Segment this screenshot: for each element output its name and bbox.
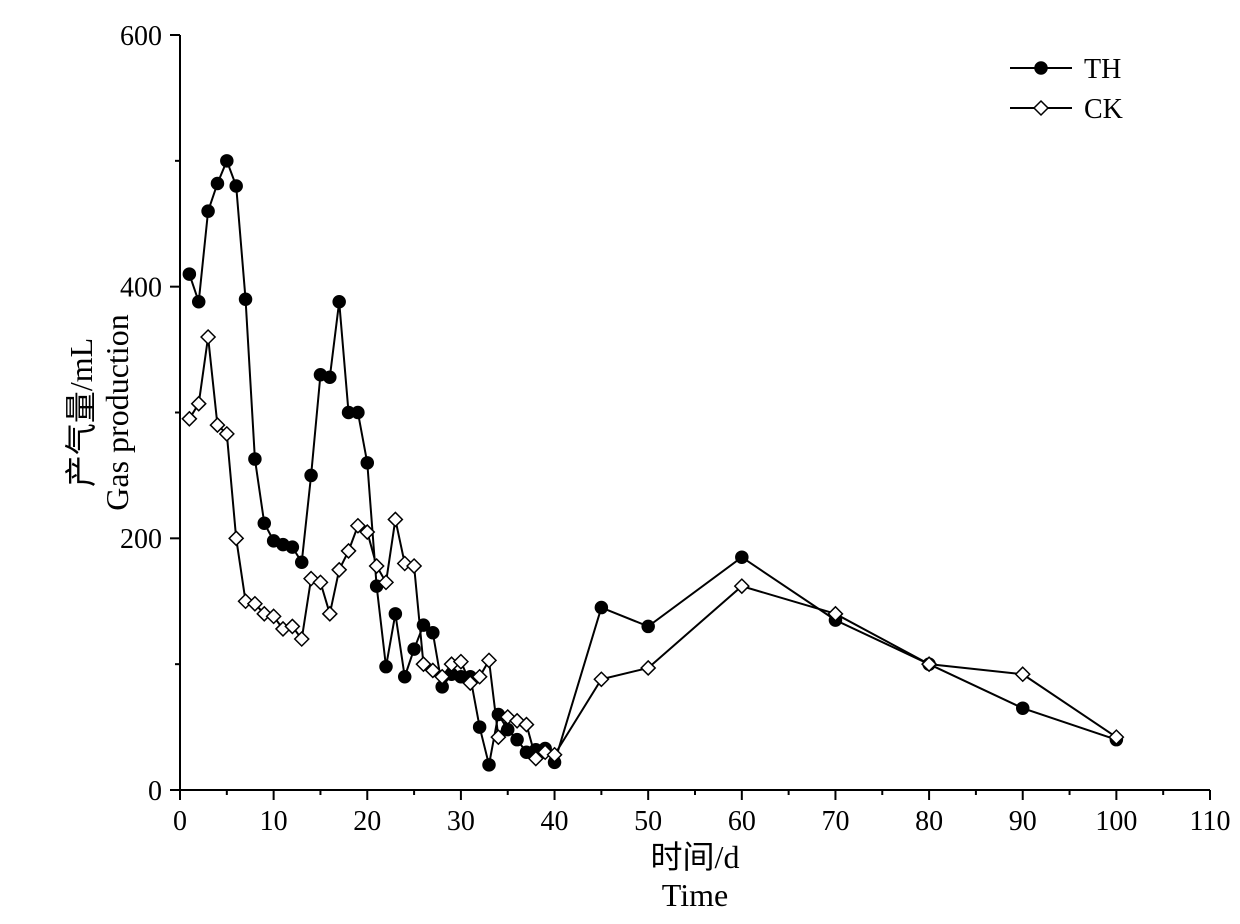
series-TH xyxy=(183,155,1122,771)
x-tick-label: 10 xyxy=(260,806,288,837)
series-CK-line xyxy=(189,337,1116,759)
series-TH-markers xyxy=(183,155,1122,771)
series-CK-markers xyxy=(182,330,1123,766)
legend: TH CK xyxy=(1010,54,1123,125)
y-axis-label-cn: 产气量/mL xyxy=(63,338,99,487)
x-tick-label: 60 xyxy=(728,806,756,837)
x-axis-label-en: Time xyxy=(662,877,728,913)
x-tick-label: 20 xyxy=(353,806,381,837)
y-tick-label: 0 xyxy=(148,776,162,807)
x-tick-label: 0 xyxy=(173,806,187,837)
x-tick-label: 70 xyxy=(821,806,849,837)
x-tick-label: 30 xyxy=(447,806,475,837)
x-tick-label: 110 xyxy=(1190,806,1231,837)
x-tick-label: 50 xyxy=(634,806,662,837)
y-axis-label-en: Gas production xyxy=(99,314,135,510)
series-CK xyxy=(182,330,1123,766)
legend-label-CK: CK xyxy=(1084,94,1123,125)
legend-label-TH: TH xyxy=(1084,54,1121,85)
series-TH-line xyxy=(189,161,1116,765)
x-tick-label: 90 xyxy=(1009,806,1037,837)
x-axis-label-cn: 时间/d xyxy=(651,839,740,875)
gas-production-chart: 01020304050607080901001100200400600时间/dT… xyxy=(0,0,1240,924)
y-tick-label: 200 xyxy=(120,524,162,555)
x-ticks: 0 10 20 30 40 50 60 70 80 90 100 110 xyxy=(173,790,1230,837)
y-tick-label: 600 xyxy=(120,21,162,52)
x-tick-label: 40 xyxy=(541,806,569,837)
chart-svg: 01020304050607080901001100200400600时间/dT… xyxy=(0,0,1240,924)
y-tick-label: 400 xyxy=(120,272,162,303)
x-tick-label: 80 xyxy=(915,806,943,837)
x-tick-label: 100 xyxy=(1095,806,1137,837)
